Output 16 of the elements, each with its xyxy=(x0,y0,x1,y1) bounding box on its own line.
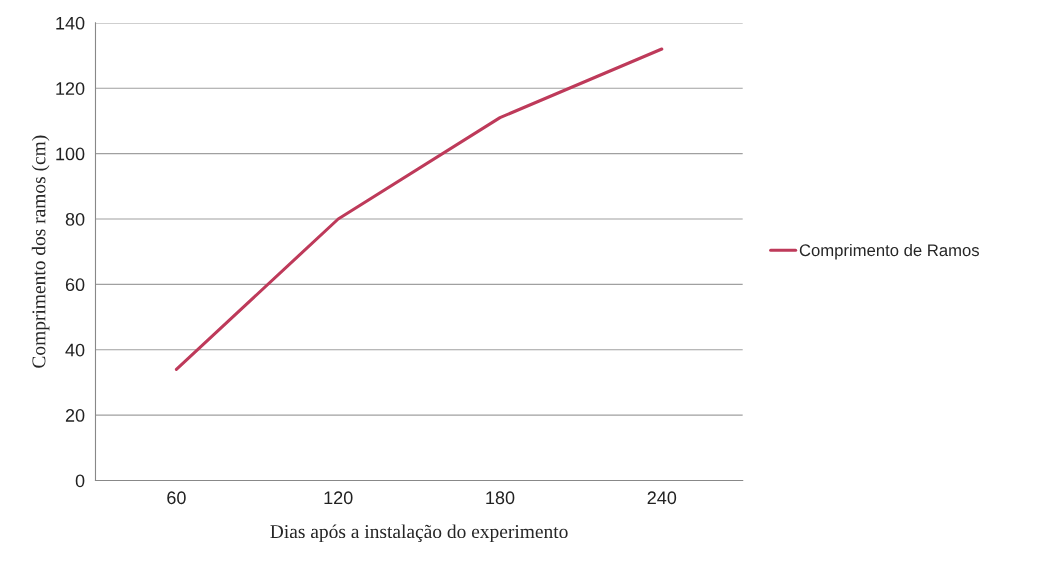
y-tick-label: 0 xyxy=(75,474,85,488)
x-axis-title: Dias após a instalação do experimento xyxy=(270,524,568,543)
x-tick-label: 240 xyxy=(647,491,677,505)
y-tick-label: 40 xyxy=(65,343,85,357)
x-tick-label: 120 xyxy=(324,491,353,505)
y-tick-label: 140 xyxy=(56,16,85,30)
line-series xyxy=(174,47,664,371)
y-tick-label: 20 xyxy=(65,409,85,422)
x-tick-label: 180 xyxy=(486,491,515,505)
y-axis-title: Comprimento dos ramos (cm) xyxy=(31,135,50,368)
y-tick-label: 60 xyxy=(65,278,85,292)
x-tick-label: 60 xyxy=(167,491,186,505)
legend-label: Comprimento de Ramos xyxy=(799,243,979,260)
y-tick-label: 100 xyxy=(56,147,85,161)
y-tick-label: 120 xyxy=(56,82,85,95)
y-tick-label: 80 xyxy=(65,212,85,226)
